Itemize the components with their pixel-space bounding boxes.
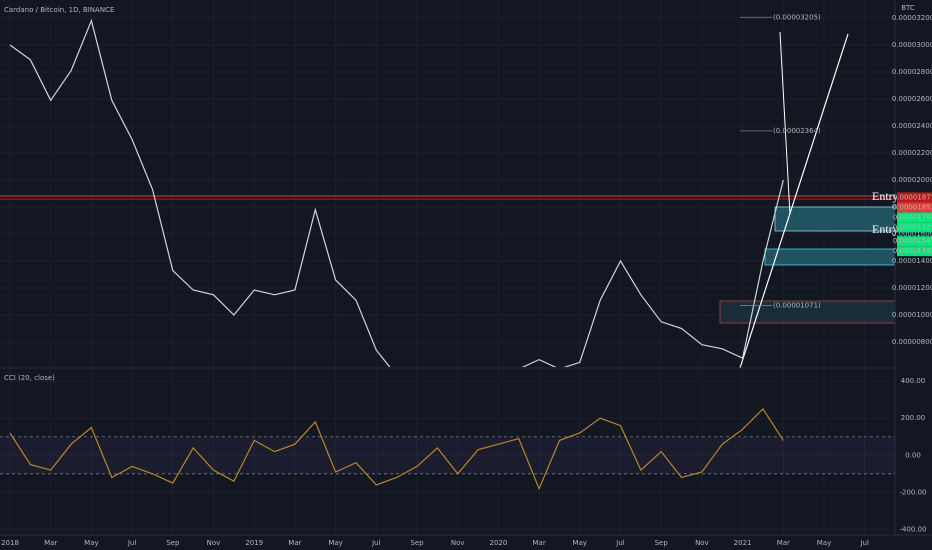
price-tag-label: 0.00001793 [893, 213, 932, 221]
entry-label: Entry [872, 222, 899, 236]
y-tick-label: 0.00000800 [892, 338, 932, 346]
y-tick-label: 0.00001200 [892, 284, 932, 292]
price-tag [897, 212, 932, 223]
fib-label: (0.00001071) [773, 301, 821, 309]
y-tick-label: 0.00003000 [892, 41, 932, 49]
x-tick-label: Jul [615, 539, 625, 547]
y-tick-label: 0.00002800 [892, 68, 932, 76]
indicator-title: CCI (20, close) [4, 374, 55, 382]
x-tick-label: Mar [777, 539, 790, 547]
y-tick-label: 400.00 [901, 377, 926, 385]
x-tick-label: May [328, 539, 342, 547]
x-tick-label: Sep [655, 539, 669, 547]
x-tick-label: Nov [695, 539, 709, 547]
x-tick-label: 2019 [245, 539, 263, 547]
y-tick-label: 0.00001600 [892, 230, 932, 238]
x-tick-label: 2021 [734, 539, 752, 547]
y-tick-label: 0.00002200 [892, 149, 932, 157]
price-tag-label: 0.00001852 [893, 203, 932, 211]
x-tick-label: Nov [207, 539, 221, 547]
price-tag-label: 0.00001871 [893, 193, 932, 201]
x-tick-label: Mar [288, 539, 301, 547]
y-tick-label: 0.00001400 [892, 257, 932, 265]
price-tag-label: 0.00001492 [893, 247, 932, 255]
x-tick-label: Jul [371, 539, 381, 547]
y-tick-label: 0.00003200 [892, 14, 932, 22]
y-tick-label: -400.00 [899, 525, 926, 533]
price-tag [897, 192, 932, 203]
x-tick-label: Jul [127, 539, 137, 547]
y-tick-label: 0.00002000 [892, 176, 932, 184]
entry-label: Entry [872, 189, 899, 203]
x-tick-label: Sep [166, 539, 180, 547]
x-tick-label: 2018 [1, 539, 19, 547]
x-tick-label: 2020 [489, 539, 507, 547]
y-tick-label: -200.00 [899, 488, 926, 496]
x-tick-label: May [817, 539, 831, 547]
fib-label: (0.00003205) [773, 13, 821, 21]
fib-label: (0.00002364) [773, 127, 821, 135]
x-tick-label: May [573, 539, 587, 547]
price-tag [897, 236, 932, 247]
price-line [9, 18, 784, 367]
x-tick-label: May [84, 539, 98, 547]
grid [0, 0, 895, 535]
entry-zone [764, 248, 896, 266]
x-tick-label: Nov [451, 539, 465, 547]
y-tick-label: 0.00002400 [892, 122, 932, 130]
price-tag [897, 202, 932, 213]
price-tag [897, 246, 932, 257]
x-tick-label: Mar [532, 539, 545, 547]
y-tick-label: 0.00 [905, 451, 921, 459]
price-line [9, 407, 784, 491]
cci-band [0, 436, 895, 474]
y-tick-label: 0.00002600 [892, 95, 932, 103]
trend-line [739, 33, 849, 369]
trend-line [779, 31, 791, 216]
x-tick-label: Mar [44, 539, 57, 547]
price-tag-label: 0.00001547 [893, 237, 932, 245]
x-tick-label: Sep [410, 539, 424, 547]
price-tag-label: 0.00001729 [893, 223, 932, 231]
currency-label: BTC [901, 4, 915, 12]
price-tag [897, 222, 932, 233]
y-tick-label: 0.00001000 [892, 311, 932, 319]
y-tick-label: 200.00 [901, 414, 926, 422]
x-tick-label: Jul [859, 539, 869, 547]
symbol-title: Cardano / Bitcoin, 1D, BINANCE [4, 6, 114, 14]
